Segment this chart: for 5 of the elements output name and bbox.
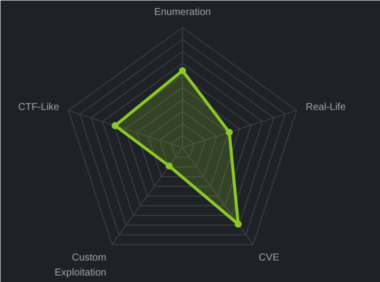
spoke-label: Custom Exploitation	[54, 252, 106, 278]
spoke-label: Enumeration	[154, 6, 211, 18]
spoke-label: Real-Life	[306, 102, 346, 113]
spoke-label: CVE	[258, 252, 280, 264]
spoke-label: CTF-Like	[18, 102, 60, 113]
